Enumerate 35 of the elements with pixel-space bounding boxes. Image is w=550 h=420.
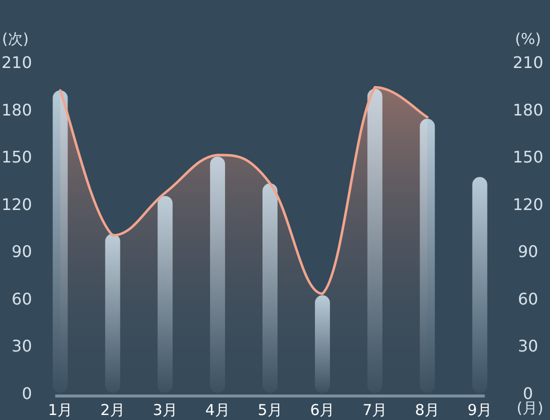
bar (262, 183, 278, 393)
x-tick-label: 8月 (415, 401, 440, 419)
y-tick-label: 150 (1, 148, 32, 167)
bar (472, 177, 488, 393)
x-tick-label: 5月 (258, 401, 282, 419)
y-tick-label: 180 (1, 100, 32, 120)
bar (52, 90, 68, 393)
bar (158, 196, 173, 393)
x-tick-label: 2月 (100, 401, 125, 419)
bar (367, 88, 382, 393)
y2-tick-label: 90 (518, 242, 538, 262)
y2-axis-title: (%) (515, 30, 541, 48)
y2-tick-label: 150 (512, 148, 544, 167)
y-tick-label: 210 (1, 53, 32, 72)
y2-tick-label: 120 (512, 194, 544, 214)
x-tick-label: 3月 (152, 401, 178, 419)
bar (314, 295, 330, 393)
y-tick-label: 0 (22, 384, 32, 403)
bar (210, 156, 226, 393)
x-tick-label: 6月 (310, 401, 335, 419)
y2-tick-label: 60 (518, 289, 538, 308)
y-axis-title: (次) (2, 30, 29, 48)
y2-tick-label: 210 (512, 53, 544, 72)
x-tick-label: 4月 (205, 401, 230, 419)
y-tick-label: 120 (1, 194, 32, 214)
y2-tick-label: 180 (512, 100, 544, 120)
y-tick-label: 60 (12, 289, 32, 308)
y2-tick-label: 30 (518, 336, 538, 356)
y-tick-label: 90 (12, 242, 32, 262)
x-tick-label: 9月 (468, 401, 492, 419)
x-tick-label: 7月 (362, 401, 388, 419)
x-tick-label: 1月 (48, 401, 72, 419)
bar (105, 234, 120, 393)
bar (420, 118, 435, 393)
y-tick-label: 30 (12, 336, 32, 356)
